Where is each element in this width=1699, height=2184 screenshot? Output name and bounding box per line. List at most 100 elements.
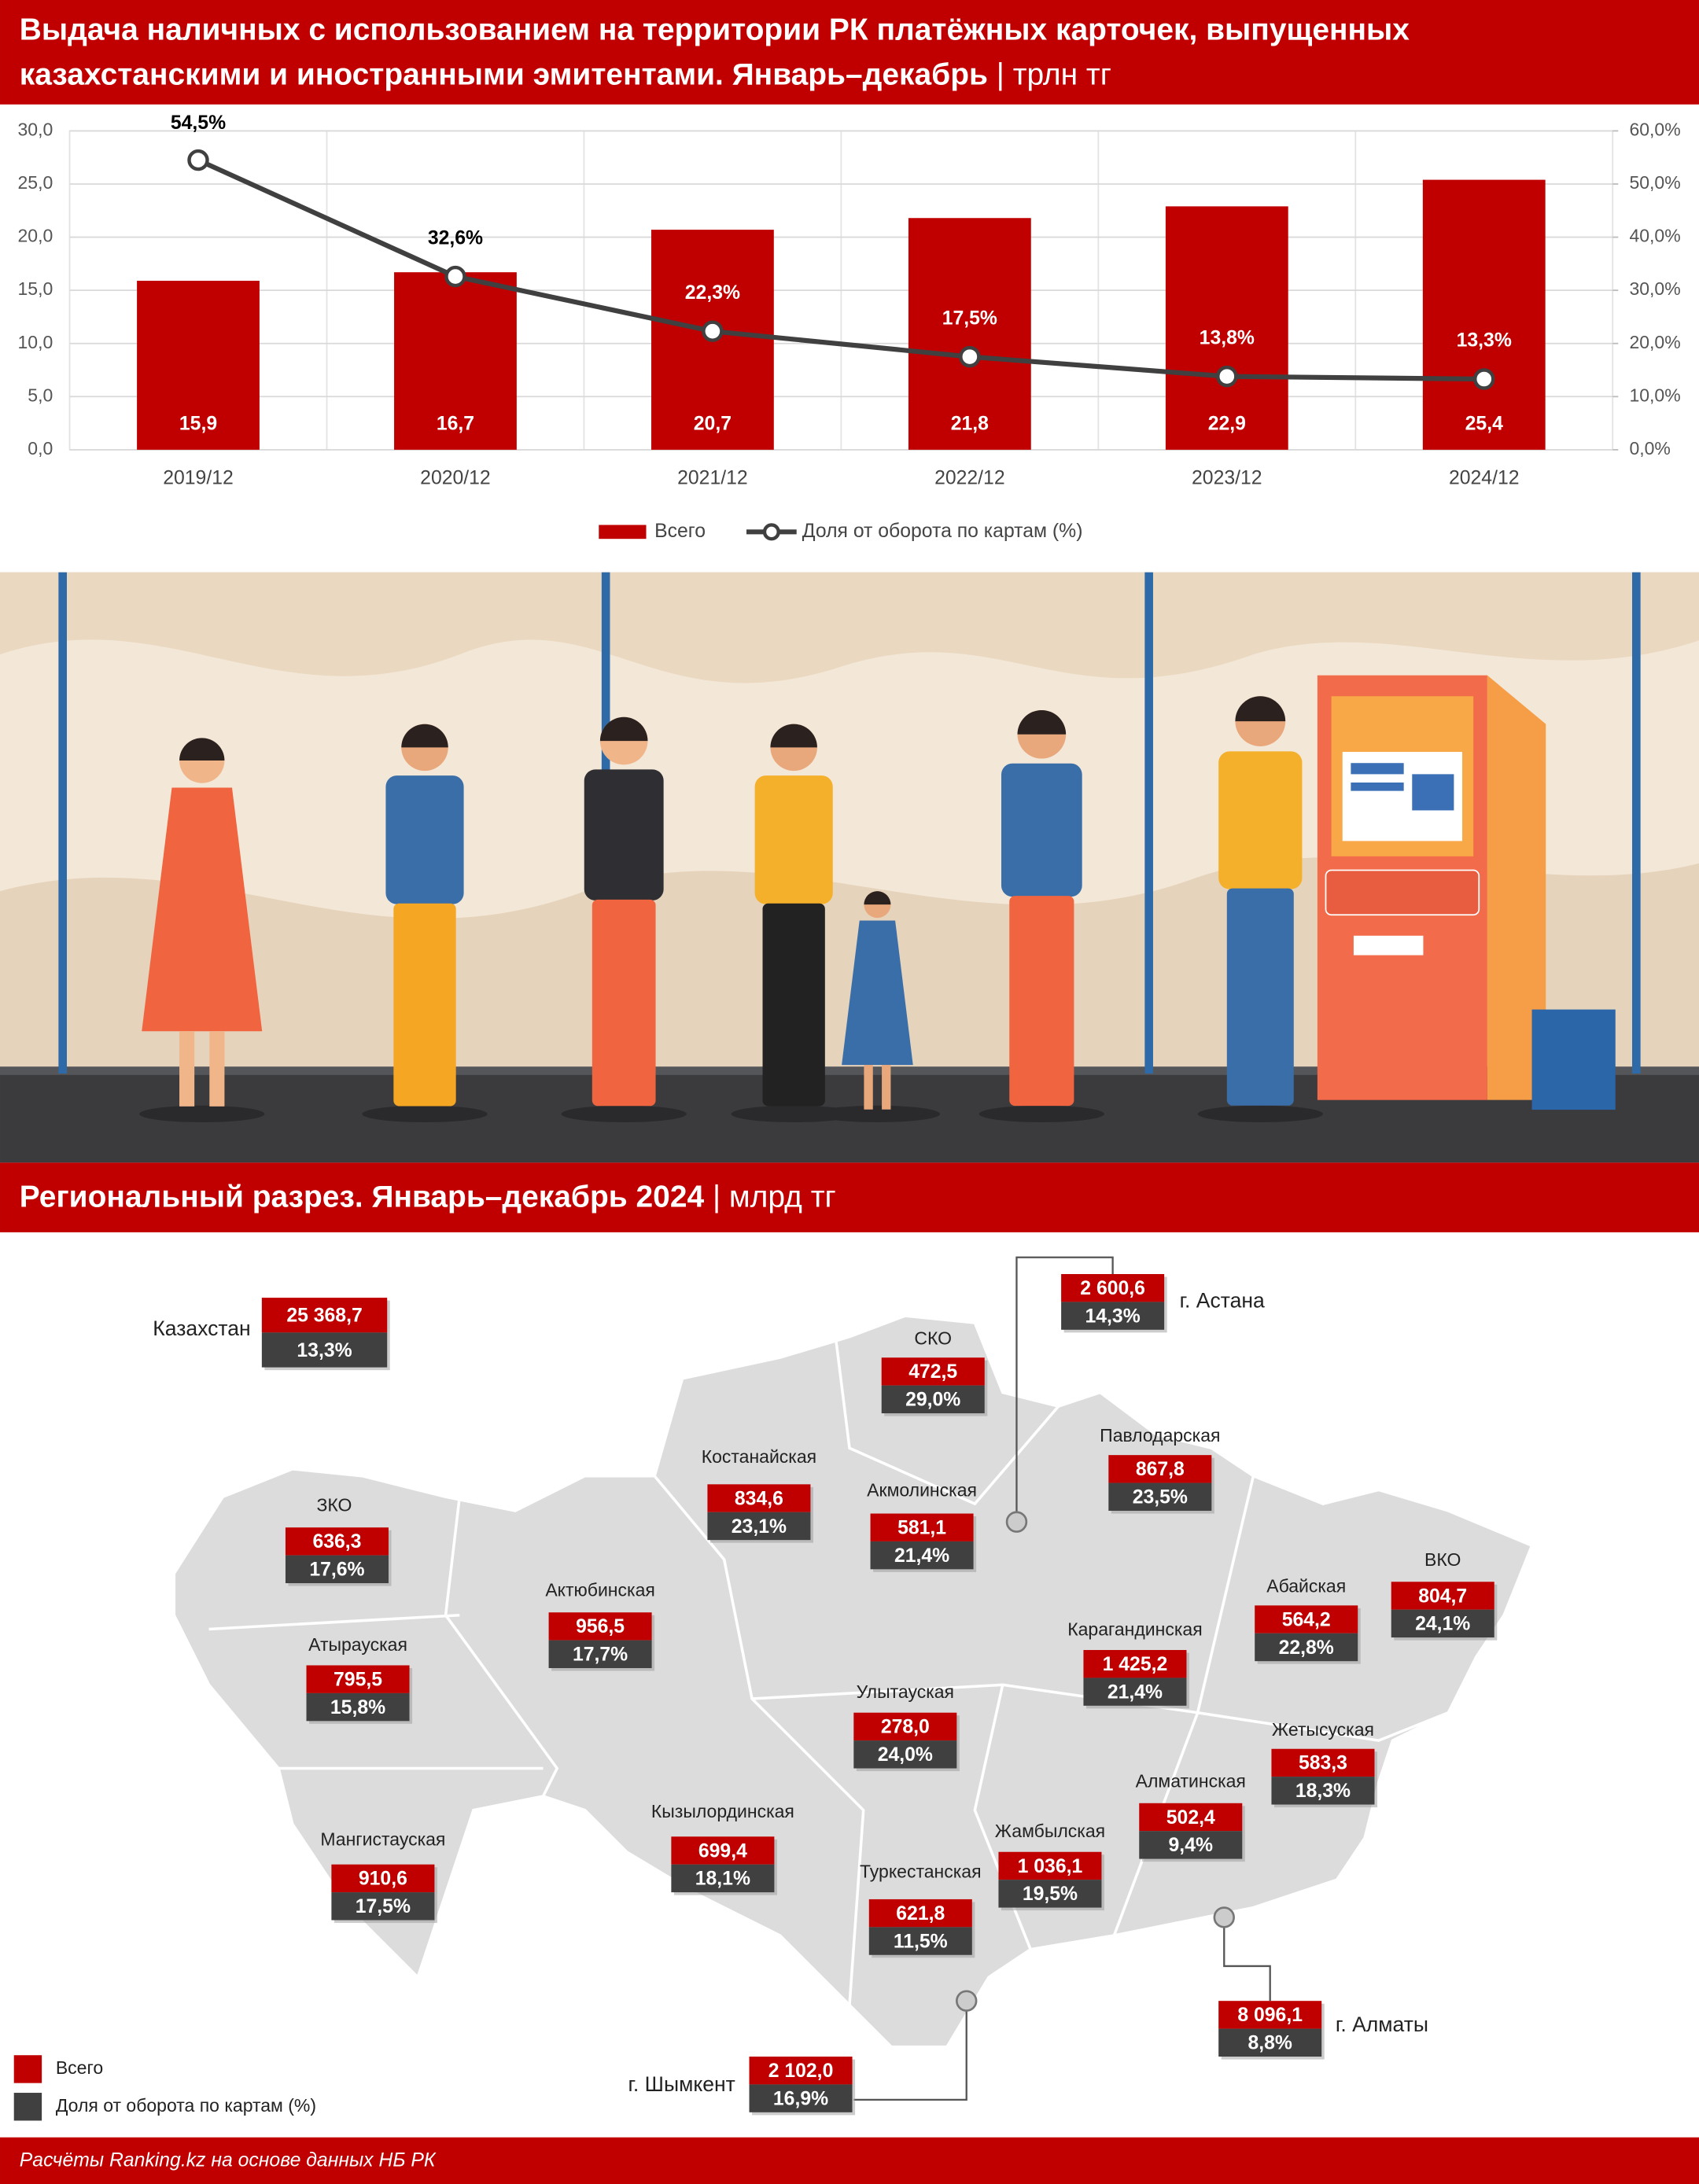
connector	[1223, 1927, 1271, 2002]
border	[208, 1613, 460, 1631]
person-legs	[1009, 896, 1074, 1107]
atm-slot	[1353, 935, 1424, 956]
region-total-box	[868, 1899, 972, 1928]
region-total-box	[1391, 1582, 1494, 1610]
line-point	[959, 345, 981, 368]
person-torso	[584, 769, 664, 900]
bar-value-label: 20,7	[694, 414, 732, 435]
title-line: казахстанскими и иностранными эмитентами…	[20, 58, 988, 92]
region-name: г. Астана	[1180, 1288, 1265, 1312]
region-total-box	[853, 1712, 957, 1741]
region-total: 804,7	[1418, 1586, 1467, 1607]
region-share-box	[1139, 1831, 1243, 1859]
legend-label: Доля от оборота по картам (%)	[802, 521, 1083, 542]
x-tick-label: 2023/12	[1192, 468, 1262, 489]
region-share: 17,5%	[356, 1896, 411, 1917]
person-hair	[864, 891, 891, 905]
region-share: 15,8%	[330, 1697, 385, 1718]
region-name: ЗКО	[316, 1495, 352, 1516]
line-value-label: 13,3%	[1457, 330, 1512, 352]
region-total: 956,5	[576, 1616, 625, 1637]
line-value-label: 22,3%	[685, 282, 740, 304]
border	[1197, 1711, 1449, 1742]
region-share-box	[671, 1864, 775, 1893]
city-marker	[955, 1990, 978, 2012]
region-share: 29,0%	[905, 1390, 960, 1411]
region-total: 2 600,6	[1080, 1278, 1145, 1299]
y-tick-label: 5,0	[28, 385, 53, 405]
line-value-label: 17,5%	[942, 308, 997, 329]
region-name: Абайская	[1266, 1575, 1346, 1596]
y-tick-label: 30,0	[18, 120, 53, 140]
region-total: 583,3	[1299, 1753, 1347, 1774]
footer-source: Расчёты Ranking.kz на основе данных НБ Р…	[20, 2149, 437, 2171]
region-total: 621,8	[896, 1903, 945, 1924]
region-name: Актюбинская	[545, 1580, 654, 1600]
region-total-box	[1218, 2001, 1322, 2029]
region-name: Улытауская	[857, 1681, 954, 1702]
region-total: 910,6	[359, 1869, 407, 1890]
bar-value-label: 22,9	[1208, 414, 1246, 435]
person-shadow	[1197, 1105, 1323, 1123]
region-share-box	[306, 1692, 410, 1722]
region-total: 25 368,7	[286, 1306, 362, 1327]
border	[653, 1475, 865, 2005]
region-total-box	[1108, 1455, 1212, 1483]
y2-tick-label: 60,0%	[1629, 120, 1680, 140]
region-total-box	[548, 1612, 652, 1641]
region-share: 17,7%	[573, 1644, 628, 1666]
bar-value-label: 15,9	[179, 414, 217, 435]
person-leg	[882, 1065, 891, 1110]
line-point	[187, 149, 209, 171]
region-name: Атырауская	[308, 1634, 407, 1655]
window-column	[1632, 572, 1641, 1074]
section-unit: | млрд тг	[713, 1180, 836, 1214]
region-share: 23,5%	[1133, 1487, 1188, 1508]
region-total-box	[870, 1513, 974, 1541]
region-share: 19,5%	[1023, 1884, 1078, 1905]
y2-tick-label: 0,0%	[1629, 438, 1670, 459]
region-share-box	[1108, 1482, 1212, 1511]
region-share-box	[881, 1385, 985, 1414]
region-share: 24,1%	[1415, 1614, 1470, 1635]
illustration	[0, 572, 1699, 1163]
region-total: 564,2	[1282, 1609, 1331, 1630]
line-point	[702, 320, 724, 342]
atm-screen-box	[1412, 774, 1454, 811]
city-marker	[1005, 1511, 1028, 1533]
region-share: 14,3%	[1085, 1306, 1141, 1327]
map: 25 368,7 13,3% Казахстан 2 600,6 14,3% г. Аст…	[13, 1256, 1498, 2121]
person-hair	[770, 724, 817, 748]
atm-side	[1487, 675, 1546, 1100]
bar	[908, 218, 1031, 450]
region-name: г. Шымкент	[628, 2072, 735, 2096]
region-name: Карагандинская	[1067, 1619, 1202, 1639]
line-value-label: 32,6%	[428, 227, 483, 249]
region-share-box	[1255, 1633, 1358, 1662]
region-share-box	[870, 1541, 974, 1570]
person-leg	[179, 1031, 195, 1107]
bar	[1422, 179, 1546, 450]
region-total-box	[881, 1357, 985, 1386]
region-share-box	[548, 1640, 652, 1669]
region-share-box	[1218, 2028, 1322, 2057]
region-total: 502,4	[1166, 1807, 1215, 1829]
person-hair	[401, 724, 448, 748]
region-total: 581,1	[897, 1518, 946, 1539]
region-total: 867,8	[1136, 1459, 1185, 1480]
region-share-box	[853, 1740, 957, 1769]
region-total: 2 102,0	[768, 2061, 834, 2082]
region-share-box	[868, 1927, 972, 1955]
region-total-box	[749, 2057, 853, 2085]
region-total-box	[285, 1527, 389, 1556]
region-share-box	[331, 1892, 435, 1921]
region-name: Мангистауская	[320, 1829, 445, 1850]
region-share-box	[1083, 1678, 1187, 1706]
line-point	[444, 265, 466, 288]
person-legs	[1226, 888, 1294, 1106]
region-share-box	[285, 1555, 389, 1584]
city-marker	[1213, 1906, 1235, 1928]
floor-edge	[0, 1066, 1699, 1075]
map-legend-label: Доля от оборота по картам (%)	[56, 2095, 316, 2116]
